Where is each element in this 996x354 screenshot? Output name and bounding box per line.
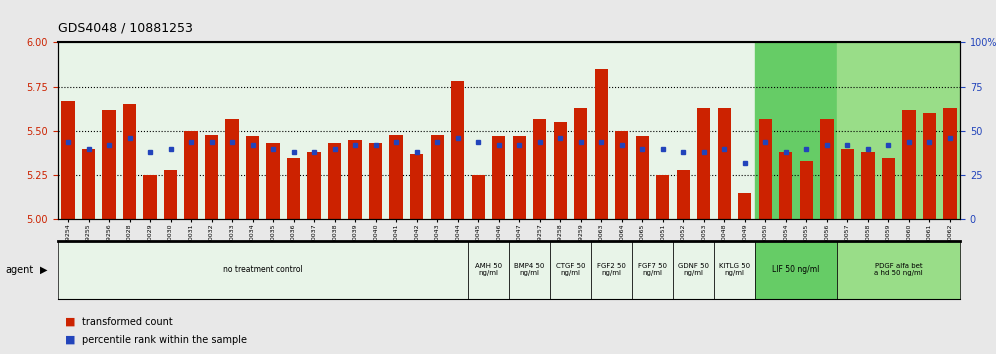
Bar (632, 241, 673, 299)
Bar (184, 131, 198, 219)
Bar (943, 108, 956, 219)
Bar (881, 158, 895, 219)
Bar (164, 170, 177, 219)
Bar (103, 110, 116, 219)
Bar (349, 140, 362, 219)
Bar (308, 152, 321, 219)
Bar (714, 241, 755, 299)
Bar (862, 152, 874, 219)
Bar (841, 149, 854, 219)
Bar (820, 119, 834, 219)
Bar (205, 135, 218, 219)
Bar (58, 241, 468, 299)
Text: GDS4048 / 10881253: GDS4048 / 10881253 (58, 21, 192, 34)
Bar (509, 241, 550, 299)
Text: AMH 50
ng/ml: AMH 50 ng/ml (475, 263, 502, 276)
Bar (632, 42, 673, 219)
Bar (759, 119, 772, 219)
Bar (62, 101, 75, 219)
Bar (468, 241, 509, 299)
Text: ■: ■ (65, 335, 76, 345)
Bar (451, 81, 464, 219)
Text: transformed count: transformed count (82, 317, 172, 327)
Bar (509, 42, 550, 219)
Bar (656, 175, 669, 219)
Bar (533, 119, 547, 219)
Bar (328, 143, 342, 219)
Bar (246, 136, 259, 219)
Bar (714, 42, 755, 219)
Bar (676, 170, 690, 219)
Bar (673, 42, 714, 219)
Bar (410, 154, 423, 219)
Text: ■: ■ (65, 317, 76, 327)
Bar (471, 175, 485, 219)
Text: BMP4 50
ng/ml: BMP4 50 ng/ml (514, 263, 545, 276)
Bar (837, 241, 960, 299)
Bar (369, 143, 382, 219)
Bar (755, 241, 837, 299)
Text: LIF 50 ng/ml: LIF 50 ng/ml (772, 266, 820, 274)
Bar (595, 69, 608, 219)
Bar (287, 158, 300, 219)
Bar (550, 241, 591, 299)
Bar (697, 108, 710, 219)
Text: agent: agent (5, 265, 33, 275)
Bar (922, 113, 936, 219)
Text: ▶: ▶ (40, 265, 48, 275)
Text: FGF2 50
ng/ml: FGF2 50 ng/ml (597, 263, 625, 276)
Bar (82, 149, 96, 219)
Bar (492, 136, 505, 219)
Text: FGF7 50
ng/ml: FGF7 50 ng/ml (638, 263, 667, 276)
Bar (430, 135, 444, 219)
Text: CTGF 50
ng/ml: CTGF 50 ng/ml (556, 263, 586, 276)
Bar (591, 42, 632, 219)
Bar (468, 42, 509, 219)
Text: KITLG 50
ng/ml: KITLG 50 ng/ml (719, 263, 750, 276)
Text: PDGF alfa bet
a hd 50 ng/ml: PDGF alfa bet a hd 50 ng/ml (874, 263, 923, 276)
Bar (755, 42, 837, 219)
Text: no treatment control: no treatment control (223, 266, 303, 274)
Bar (902, 110, 915, 219)
Text: GDNF 50
ng/ml: GDNF 50 ng/ml (678, 263, 709, 276)
Bar (513, 136, 526, 219)
Bar (718, 108, 731, 219)
Bar (143, 175, 156, 219)
Bar (58, 42, 468, 219)
Bar (591, 241, 632, 299)
Bar (673, 241, 714, 299)
Bar (225, 119, 239, 219)
Text: percentile rank within the sample: percentile rank within the sample (82, 335, 247, 345)
Bar (389, 135, 402, 219)
Bar (779, 152, 793, 219)
Bar (554, 122, 567, 219)
Bar (550, 42, 591, 219)
Bar (837, 42, 960, 219)
Bar (574, 108, 588, 219)
Bar (123, 104, 136, 219)
Bar (635, 136, 649, 219)
Bar (800, 161, 813, 219)
Bar (738, 193, 751, 219)
Bar (267, 143, 280, 219)
Bar (616, 131, 628, 219)
